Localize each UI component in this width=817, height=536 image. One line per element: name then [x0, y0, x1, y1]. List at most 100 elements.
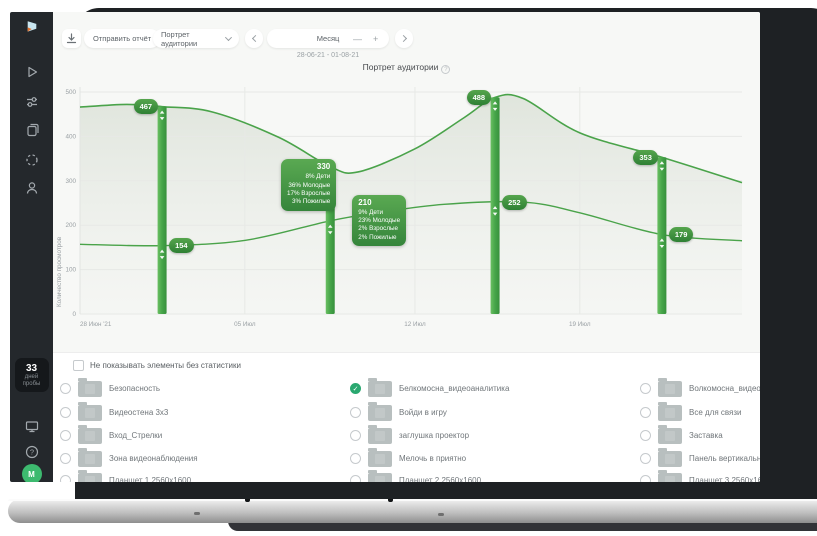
playlist-item[interactable]: ✓ Белкомосна_видеоаналитика [350, 378, 510, 397]
period-selector[interactable]: Месяц — + [267, 29, 389, 48]
folder-icon [368, 448, 392, 467]
info-icon[interactable]: ? [441, 65, 451, 74]
svg-text:0: 0 [72, 311, 76, 318]
tooltip-breakdown-row: 2% Взрослые [358, 225, 399, 233]
svg-text:500: 500 [65, 89, 76, 96]
play-icon [27, 66, 37, 78]
playlist-item[interactable]: Планшет 1 2560х1600 [60, 470, 191, 482]
playlist-label: Заставка [689, 430, 723, 440]
sidebar-item-status[interactable] [10, 152, 53, 168]
trial-days-count: 33 [25, 363, 38, 374]
playlist-item[interactable]: Видеостена 3х3 [60, 402, 169, 421]
folder-icon [78, 378, 102, 397]
playlist-item[interactable]: Безопасность [60, 378, 160, 397]
radio-icon[interactable] [640, 429, 651, 441]
svg-text:?: ? [29, 448, 33, 457]
send-report-label: Отправить отчёт [93, 34, 152, 43]
prev-period-button[interactable] [245, 29, 263, 48]
chart-point-bubble[interactable]: 488 [466, 89, 492, 105]
radio-icon[interactable] [350, 474, 361, 482]
playlist-item[interactable]: Вход_Стрелки [60, 425, 163, 444]
folder-icon [78, 402, 102, 421]
playlist-item[interactable]: заглушка проектор [350, 425, 469, 444]
playlist-item[interactable]: Панель вертикальная внутренняя [640, 448, 760, 467]
folder-icon [658, 402, 682, 421]
chart-point-bubble[interactable]: 154 [169, 238, 194, 254]
playlist-item[interactable]: Планшет 2 2560х1600 [350, 470, 481, 482]
chart-bar[interactable] [657, 157, 667, 314]
screen: 33 дней пробы ? М [10, 12, 760, 482]
playlist-label: Белкомосна_видеоаналитика [399, 383, 510, 393]
playlist-label: Все для связи [689, 407, 742, 417]
sidebar-item-play[interactable] [10, 64, 53, 80]
user-avatar[interactable]: М [10, 464, 53, 482]
chart-point-bubble[interactable]: 353 [633, 149, 658, 165]
chart-title: Портрет аудитории [362, 62, 439, 72]
playlist-label: Видеостена 3х3 [109, 407, 169, 417]
radio-icon[interactable] [60, 382, 71, 394]
chart-tooltip-card[interactable]: 330 8% Дети 36% Молодые 17% Взрослые 3% Пожи… [280, 159, 337, 211]
playlist-item[interactable]: Зона видеонаблюдения [60, 448, 198, 467]
chart-header: Портрет аудитории? [53, 62, 760, 74]
sidebar-item-help[interactable]: ? [10, 444, 53, 460]
playlist-item[interactable]: Все для связи [640, 402, 742, 421]
playlist-filter-panel: Не показывать элементы без статистики Бе… [53, 352, 760, 482]
sidebar-item-settings[interactable] [10, 94, 53, 110]
expand-arrows-icon [492, 101, 498, 111]
radio-icon[interactable] [60, 474, 71, 482]
playlist-item[interactable]: Войди в игру [350, 402, 447, 421]
chart-point-bubble[interactable]: 252 [502, 194, 527, 210]
download-report-button[interactable] [62, 29, 81, 48]
hide-empty-toggle[interactable]: Не показывать элементы без статистики [73, 360, 241, 371]
radio-icon[interactable] [350, 452, 361, 464]
svg-text:200: 200 [65, 222, 76, 229]
tooltip-breakdown-row: 3% Пожилые [292, 198, 331, 206]
chart-bar[interactable] [157, 106, 167, 314]
radio-checked-icon[interactable]: ✓ [350, 382, 361, 394]
radio-icon[interactable] [640, 382, 651, 394]
sidebar-item-profile[interactable] [10, 180, 53, 196]
radio-icon[interactable] [640, 474, 651, 482]
next-period-button[interactable] [395, 29, 413, 48]
spinner-icon [25, 154, 38, 166]
playlist-item[interactable]: Планшет 3 2560х1600 [640, 470, 760, 482]
chart-overlays: 467 154 330 8% Дети 36% Молодые 17% Взрослые 3… [53, 87, 742, 332]
report-type-dropdown[interactable]: Портрет аудитории [153, 29, 239, 48]
tooltip-value: 330 [316, 162, 331, 172]
zoom-out-button[interactable]: — [353, 33, 362, 44]
app-logo[interactable] [10, 20, 53, 36]
radio-icon[interactable] [350, 429, 361, 441]
folder-icon [78, 470, 102, 482]
radio-icon[interactable] [640, 406, 651, 418]
sidebar-item-content[interactable] [10, 122, 53, 138]
radio-icon[interactable] [60, 452, 71, 464]
playlist-label: Волкомосна_видеоаналитика [689, 383, 760, 393]
laptop-base [8, 499, 817, 523]
svg-text:19 Июл: 19 Июл [569, 321, 591, 328]
zoom-in-button[interactable]: + [373, 33, 379, 44]
folder-icon [658, 448, 682, 467]
radio-icon[interactable] [350, 406, 361, 418]
sidebar-item-devices[interactable] [10, 418, 53, 434]
sliders-icon [26, 97, 37, 107]
playlist-item[interactable]: Заставка [640, 425, 723, 444]
trial-badge[interactable]: 33 дней пробы [10, 358, 53, 392]
radio-icon[interactable] [60, 429, 71, 441]
playlist-label: Вход_Стрелки [109, 430, 163, 440]
checkbox-icon[interactable] [73, 360, 84, 371]
playlist-item[interactable]: Мелочь в приятно [350, 448, 466, 467]
chart-tooltip-card[interactable]: 210 9% Дети 23% Молодые 2% Взрослые 2% Пожил… [352, 194, 407, 246]
send-report-button[interactable]: Отправить отчёт [84, 29, 161, 48]
chart-point-bubble[interactable]: 467 [133, 99, 159, 115]
chart-bar[interactable] [490, 97, 500, 314]
laptop-base-dot [194, 512, 200, 515]
folder-icon [658, 425, 682, 444]
playlist-item[interactable]: Волкомосна_видеоаналитика [640, 378, 760, 397]
radio-icon[interactable] [60, 406, 71, 418]
trial-caption-1: дней [24, 374, 39, 380]
chart-point-bubble[interactable]: 179 [668, 227, 694, 243]
radio-icon[interactable] [640, 452, 651, 464]
logo-icon [27, 21, 36, 32]
monitor-icon [25, 421, 38, 433]
